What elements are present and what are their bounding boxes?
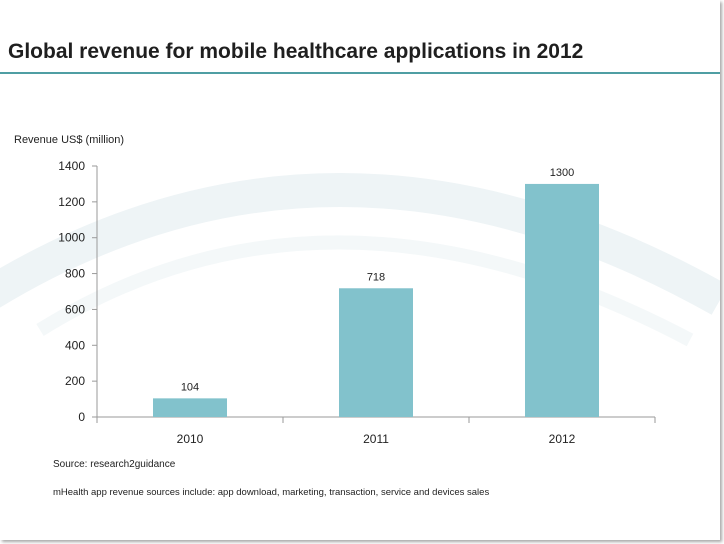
title-rule [0, 72, 720, 74]
x-axis: 2010 2011 2012 [96, 416, 656, 446]
y-tick-label: 1000 [58, 231, 85, 245]
value-labels: 104 718 1300 [181, 167, 574, 393]
y-tick-label: 1200 [58, 195, 85, 209]
data-label-2011: 718 [367, 271, 385, 283]
x-tick-label-2012: 2012 [549, 432, 576, 446]
bars [153, 183, 599, 417]
y-axis: 0 200 400 600 800 1000 1200 1400 [58, 159, 98, 424]
y-tick-label: 0 [78, 410, 85, 424]
data-label-2010: 104 [181, 381, 199, 393]
y-tick-label: 1400 [58, 159, 85, 173]
y-tick-label: 400 [65, 338, 85, 352]
x-tick-label-2011: 2011 [363, 432, 389, 446]
y-tick-label: 200 [65, 374, 85, 388]
bar-2010 [153, 398, 227, 417]
bar-2012 [525, 183, 599, 417]
y-tick-label: 600 [65, 302, 85, 316]
y-axis-label: Revenue US$ (million) [14, 134, 125, 146]
bar-2011 [339, 288, 413, 417]
page-title: Global revenue for mobile healthcare app… [8, 40, 584, 63]
y-tick-label: 800 [65, 267, 85, 281]
footnote: mHealth app revenue sources include: app… [53, 487, 490, 498]
data-label-2012: 1300 [550, 167, 574, 179]
source-note: Source: research2guidance [53, 459, 176, 470]
x-tick-label-2010: 2010 [177, 432, 204, 446]
